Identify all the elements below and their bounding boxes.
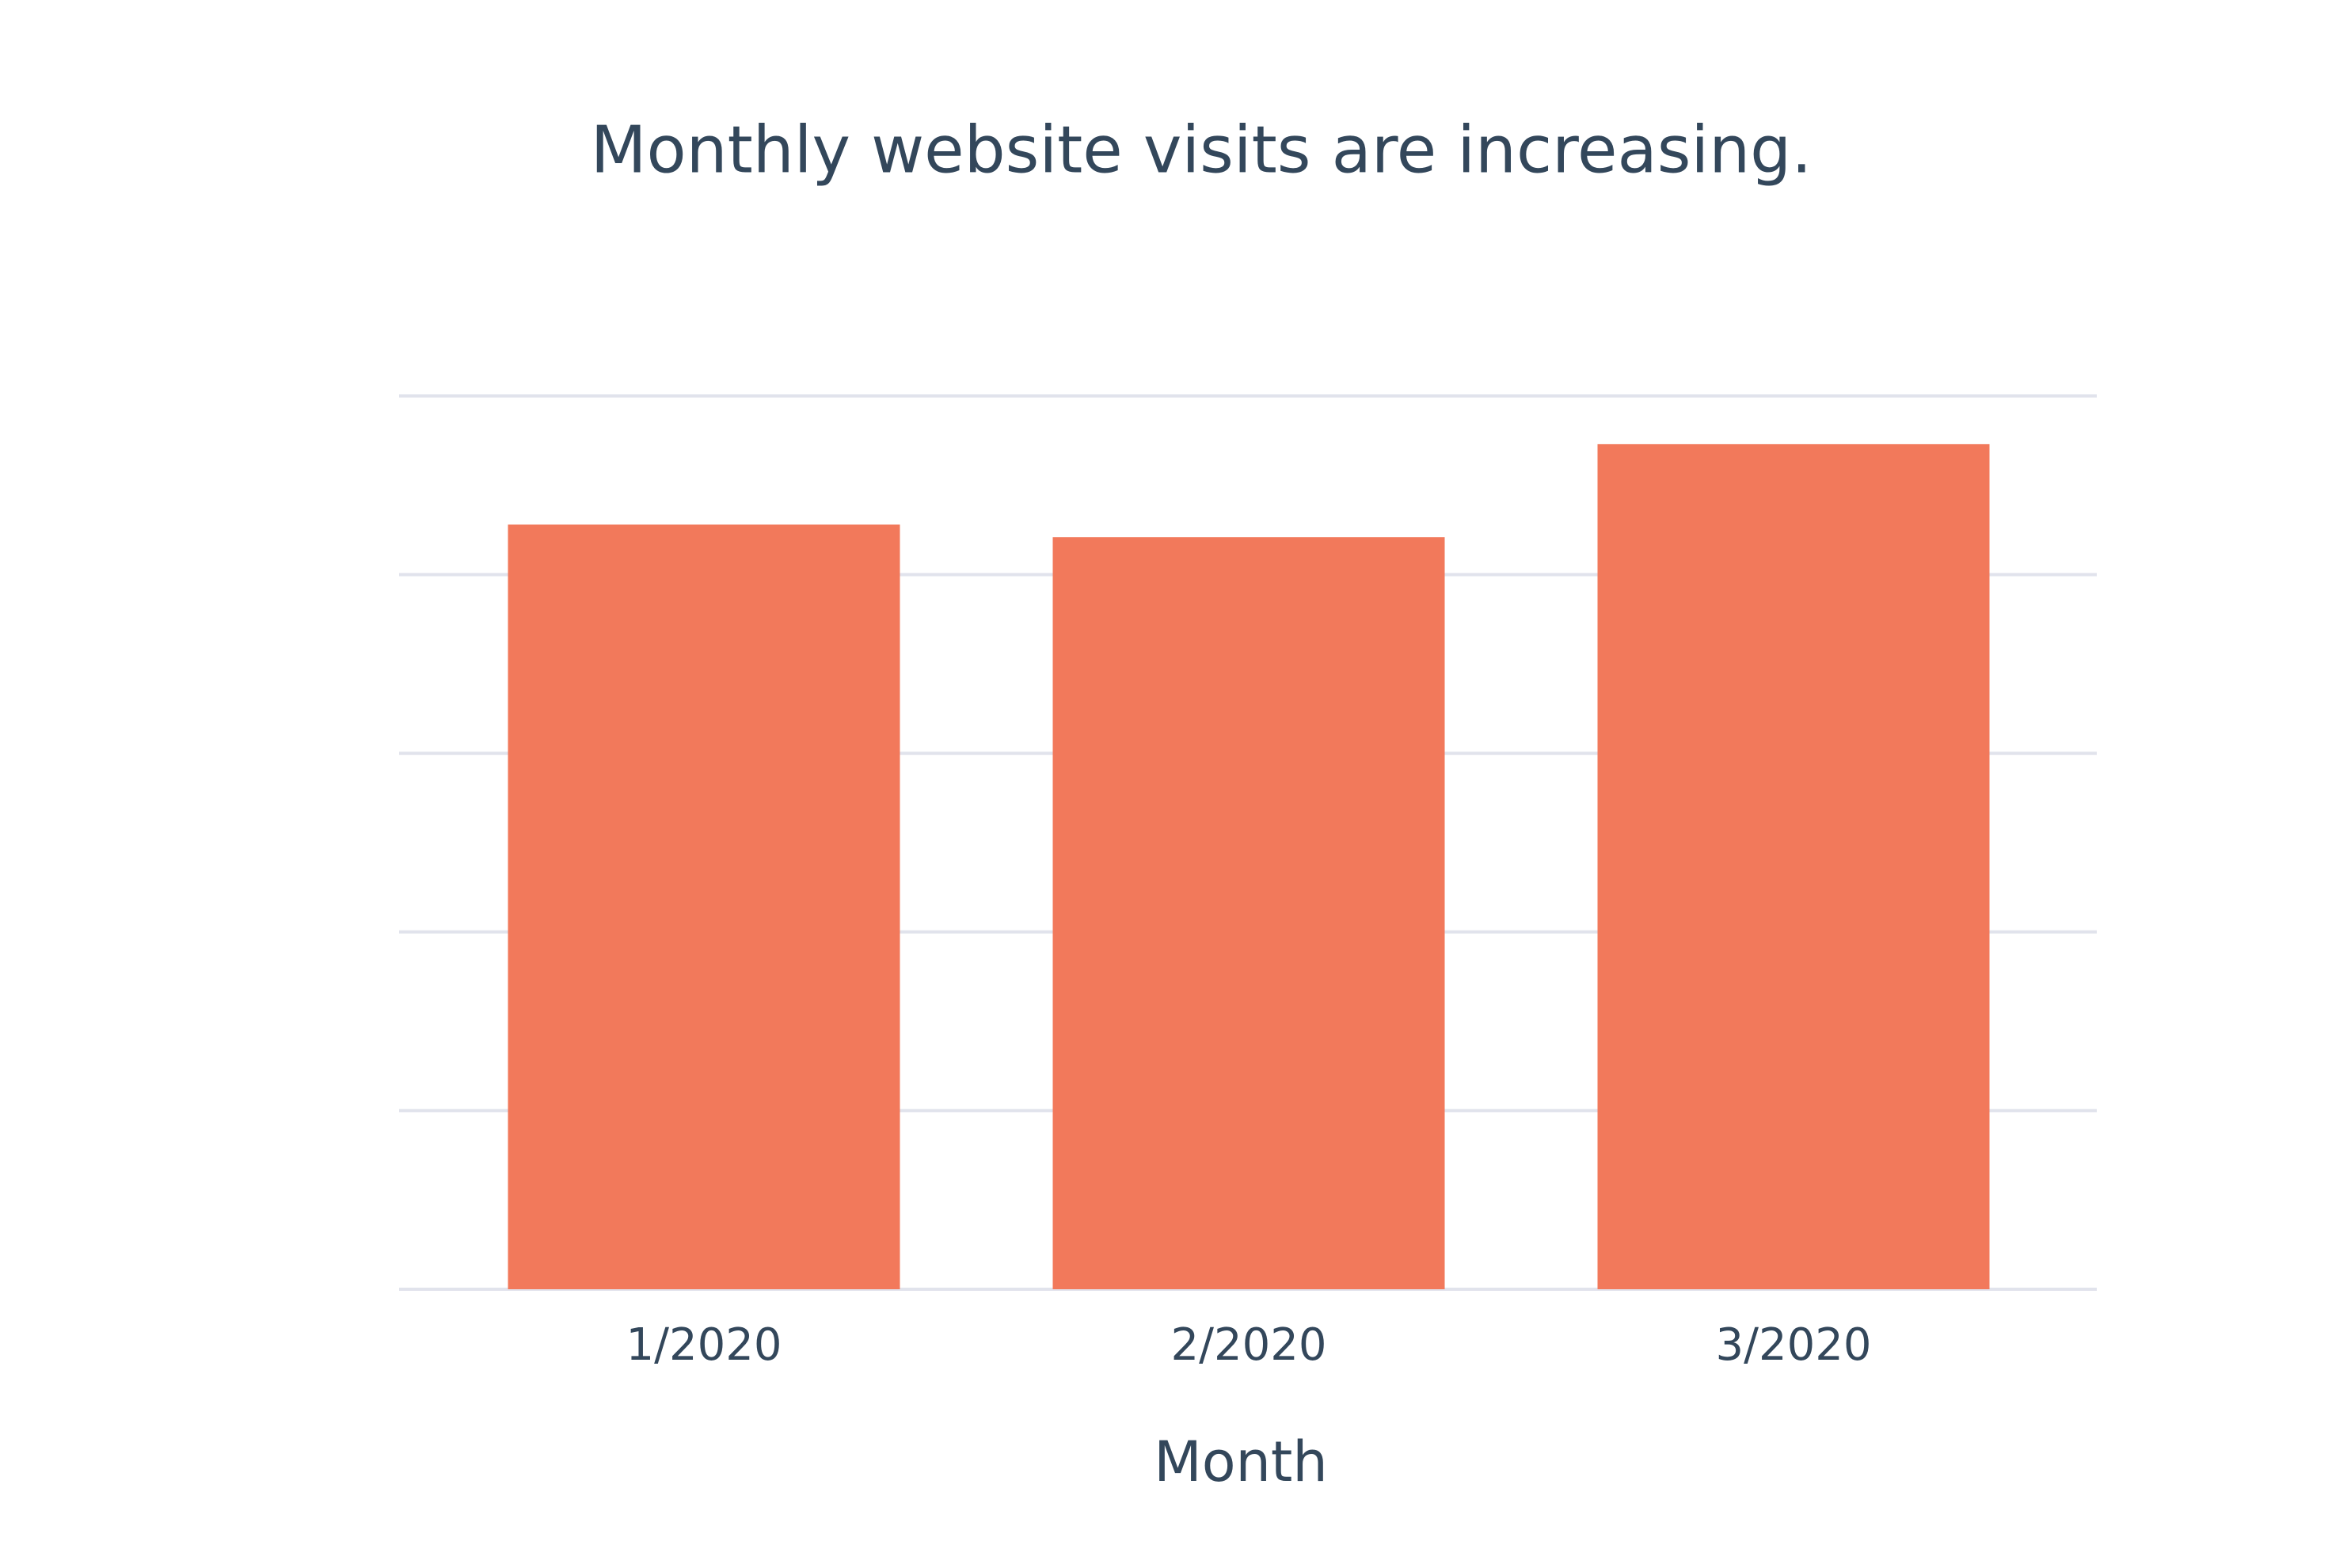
chart-title: Monthly website visits are increasing. xyxy=(591,112,1813,188)
x-axis-label: Month xyxy=(1154,1429,1327,1494)
bar xyxy=(1052,537,1445,1289)
x-tick-label: 1/2020 xyxy=(626,1319,782,1371)
bar xyxy=(508,524,900,1289)
bar xyxy=(1597,443,1990,1289)
x-tick-label: 2/2020 xyxy=(1170,1319,1326,1371)
x-tick-label: 3/2020 xyxy=(1715,1319,1871,1371)
